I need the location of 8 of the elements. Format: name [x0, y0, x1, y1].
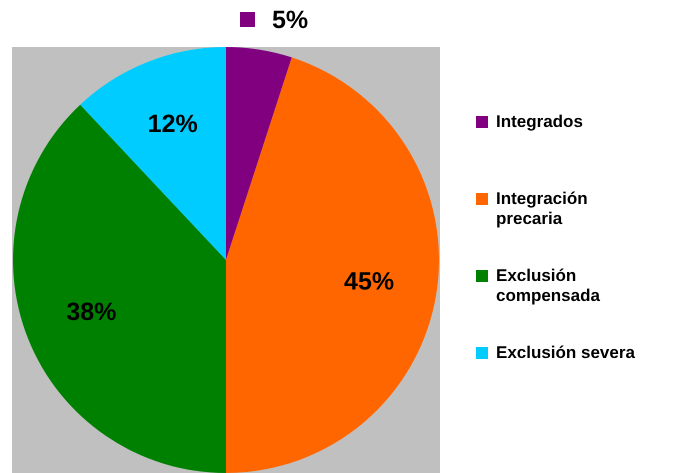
legend-label: Exclusión compensada: [496, 266, 601, 306]
data-label: 45%: [344, 268, 394, 296]
data-label: 38%: [66, 298, 116, 326]
legend-label: Exclusión severa: [496, 343, 635, 363]
data-label: 5%: [272, 6, 308, 34]
legend-label: Integrados: [496, 112, 583, 132]
legend-label: Integración precaria: [496, 189, 589, 229]
data-label: 12%: [148, 110, 198, 138]
